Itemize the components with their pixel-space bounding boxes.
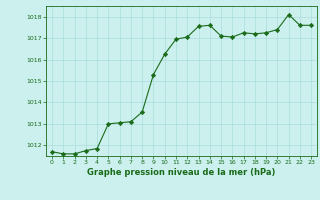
X-axis label: Graphe pression niveau de la mer (hPa): Graphe pression niveau de la mer (hPa) xyxy=(87,168,276,177)
